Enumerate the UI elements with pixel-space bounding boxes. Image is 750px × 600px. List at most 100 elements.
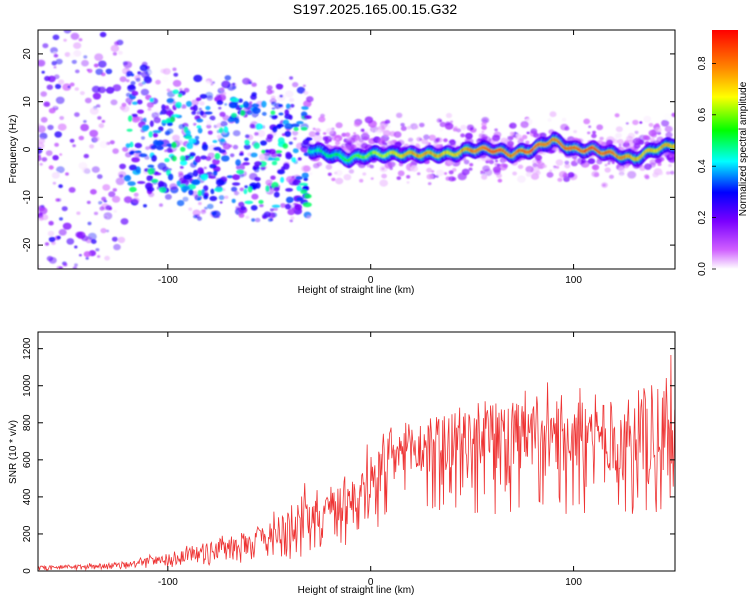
heatmap-cell xyxy=(232,82,236,86)
heatmap-cell xyxy=(177,93,183,98)
heatmap-cell xyxy=(618,166,626,173)
heatmap-cell xyxy=(499,157,506,163)
heatmap-cell xyxy=(537,132,544,138)
heatmap-cell xyxy=(78,254,82,257)
heatmap-cell xyxy=(296,185,302,192)
heatmap-cell xyxy=(133,192,139,197)
heatmap-cell xyxy=(252,164,260,170)
heatmap-cell xyxy=(611,161,615,164)
heatmap-cell xyxy=(607,162,611,165)
heatmap-cell xyxy=(112,84,122,92)
heatmap-cell xyxy=(38,123,41,128)
heatmap-cell xyxy=(534,154,543,161)
heatmap-cell xyxy=(238,191,243,196)
heatmap-cell xyxy=(335,177,344,185)
heatmap-cell xyxy=(592,130,596,134)
heatmap-cell xyxy=(173,72,179,77)
heatmap-cell xyxy=(125,143,130,149)
heatmap-cell xyxy=(140,88,149,96)
heatmap-ytick-label: -10 xyxy=(22,190,33,205)
heatmap-cell xyxy=(81,59,89,67)
heatmap-cell xyxy=(180,146,186,152)
heatmap-cell xyxy=(362,172,367,176)
heatmap-cell xyxy=(137,71,143,76)
snr-ytick-label: 800 xyxy=(22,414,33,431)
heatmap-cell xyxy=(250,152,258,158)
heatmap-cell xyxy=(231,198,236,204)
heatmap-cell xyxy=(126,70,133,77)
heatmap-cell xyxy=(83,153,90,159)
heatmap-cell xyxy=(232,182,241,186)
heatmap-cell xyxy=(199,101,205,106)
heatmap-cell xyxy=(129,186,137,193)
heatmap-cell xyxy=(421,138,429,145)
heatmap-cell xyxy=(509,131,515,136)
heatmap-cell xyxy=(83,120,87,123)
heatmap-cell xyxy=(203,166,207,170)
heatmap-cell xyxy=(63,263,68,267)
heatmap-cell xyxy=(448,176,455,182)
heatmap-cell xyxy=(343,174,352,181)
heatmap-cell xyxy=(57,123,67,131)
heatmap-cell xyxy=(98,60,107,68)
heatmap-cell xyxy=(113,209,118,213)
heatmap-cell xyxy=(214,152,221,160)
heatmap-cell xyxy=(66,238,75,245)
heatmap-cell xyxy=(183,87,190,93)
heatmap-cell xyxy=(509,122,517,129)
heatmap-cell xyxy=(224,195,229,199)
heatmap-cell xyxy=(193,214,198,219)
heatmap-cell xyxy=(38,125,46,133)
heatmap-cell xyxy=(292,130,299,136)
heatmap-cell xyxy=(384,123,391,130)
heatmap-cell xyxy=(443,138,448,143)
heatmap-cell xyxy=(400,122,405,127)
heatmap-cell xyxy=(51,172,60,179)
heatmap-cell xyxy=(644,163,652,170)
heatmap-cell xyxy=(277,152,282,158)
heatmap-cell xyxy=(466,124,475,131)
snr-series-line xyxy=(38,354,675,571)
snr-xtick-label: 0 xyxy=(368,577,374,588)
heatmap-cell xyxy=(100,228,107,234)
heatmap-cell xyxy=(182,196,189,202)
heatmap-cell xyxy=(224,75,232,81)
heatmap-cell xyxy=(117,50,123,55)
heatmap-cell xyxy=(231,85,237,90)
heatmap-cell xyxy=(306,215,311,219)
heatmap-cell xyxy=(313,134,323,143)
heatmap-cell xyxy=(55,58,63,65)
heatmap-cell xyxy=(207,130,213,135)
heatmap-cell xyxy=(166,98,174,103)
heatmap-cell xyxy=(415,143,420,147)
heatmap-cell xyxy=(53,65,57,69)
heatmap-cell xyxy=(396,176,402,181)
heatmap-cell xyxy=(546,171,554,178)
heatmap-cell xyxy=(519,137,524,142)
heatmap-cell xyxy=(428,134,436,141)
heatmap-cell xyxy=(256,130,266,138)
heatmap-cell xyxy=(331,177,336,182)
heatmap-cell xyxy=(89,107,99,115)
heatmap-cell xyxy=(198,107,202,111)
heatmap-cell xyxy=(38,137,46,144)
heatmap-cell xyxy=(84,97,92,104)
heatmap-cell xyxy=(179,155,186,162)
heatmap-cell xyxy=(481,174,488,180)
heatmap-cell xyxy=(530,128,538,135)
heatmap-cell xyxy=(74,245,78,249)
heatmap-cell xyxy=(127,181,136,187)
heatmap-cell xyxy=(255,217,261,223)
heatmap-cell xyxy=(276,123,285,128)
heatmap-cell xyxy=(353,121,361,127)
heatmap-cell xyxy=(383,142,388,146)
heatmap-cell xyxy=(639,121,643,124)
heatmap-cell xyxy=(39,162,43,166)
heatmap-cell xyxy=(108,207,113,211)
heatmap-cell xyxy=(172,89,179,95)
heatmap-cell xyxy=(207,203,214,210)
heatmap-cell xyxy=(423,134,430,140)
heatmap-cell xyxy=(219,111,226,117)
